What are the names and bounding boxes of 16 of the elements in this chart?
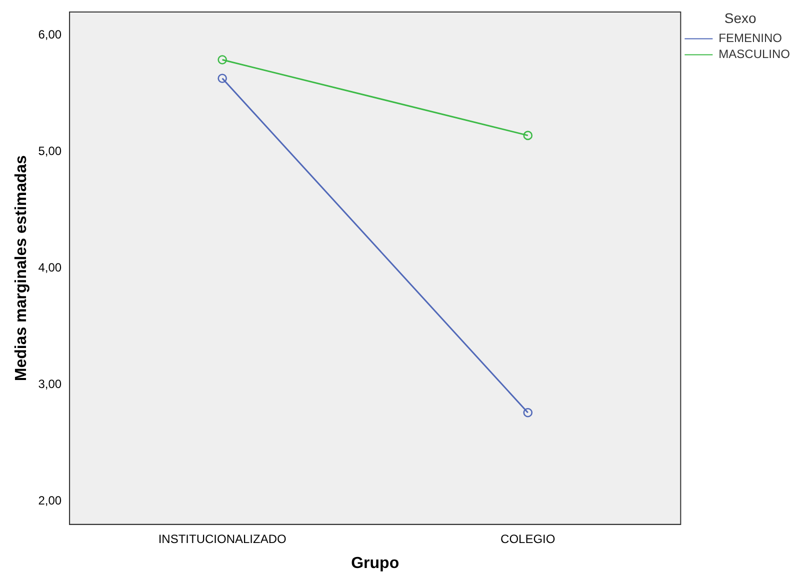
point bbox=[218, 55, 227, 64]
y-tick-label: 2,00 bbox=[38, 493, 62, 508]
point bbox=[523, 130, 533, 140]
y-tick-label: 4,00 bbox=[38, 260, 62, 275]
y-tick-label: 5,00 bbox=[38, 144, 62, 158]
point bbox=[218, 74, 227, 84]
y-axis-title: Medias marginales estimadas bbox=[13, 155, 30, 382]
legend-title: Sexo bbox=[724, 10, 756, 26]
x-tick-label: INSTITUCIONALIZADO bbox=[158, 532, 286, 546]
y-tick-label: 6,00 bbox=[38, 28, 62, 42]
x-axis-title: Grupo bbox=[351, 554, 400, 572]
legend-label: MASCULINO bbox=[718, 47, 790, 62]
x-tick-label: COLEGIO bbox=[500, 532, 556, 546]
point bbox=[523, 408, 533, 418]
legend-label: FEMENINO bbox=[718, 31, 782, 46]
y-tick-label: 3,00 bbox=[38, 376, 62, 391]
